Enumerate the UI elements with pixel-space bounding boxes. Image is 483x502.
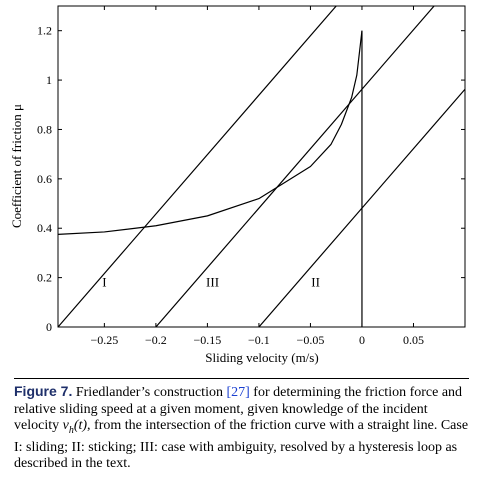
caption-text-2: for determining the friction force and r…	[14, 385, 463, 434]
y-tick-label: 0.8	[37, 122, 52, 136]
y-tick-label: 1	[46, 73, 52, 87]
caption-divider	[14, 378, 469, 379]
series-line-3	[155, 6, 435, 327]
x-tick-label: −0.05	[297, 333, 325, 347]
caption-reference-link[interactable]: [27]	[226, 385, 250, 400]
x-tick-label: 0.05	[403, 333, 424, 347]
caption-text-1: Friedlander’s construction	[72, 385, 227, 400]
y-tick-label: 0.2	[37, 271, 52, 285]
y-tick-label: 0.6	[37, 172, 52, 186]
case-label: III	[206, 275, 219, 290]
caption-math-velocity: vh(t)	[62, 418, 88, 436]
figure-caption: Figure 7. Friedlander’s construction [27…	[14, 383, 473, 473]
series-line-2	[58, 6, 337, 327]
y-tick-label: 0.4	[37, 221, 52, 235]
caption-figure-label: Figure 7.	[14, 383, 73, 399]
y-axis-label: Coefficient of friction μ	[9, 104, 24, 228]
friction-chart: −0.25 −0.2 −0.15 −0.1 −0.05 0 0.05 0 0.2 0.4 0.6 0…	[9, 5, 466, 365]
caption-math-argument: (t)	[73, 418, 88, 434]
x-tick-label: −0.2	[145, 333, 167, 347]
caption-text-3: , from the intersection of the friction …	[14, 418, 469, 472]
x-tick-label: −0.1	[248, 333, 270, 347]
x-tick-label: −0.25	[90, 333, 118, 347]
friction-curve	[58, 30, 363, 235]
plot-frame	[57, 5, 466, 328]
series-line-4	[258, 88, 465, 327]
x-tick-label: 0	[359, 333, 365, 347]
case-label: I	[102, 275, 106, 290]
caption-math-v: v	[62, 418, 69, 434]
case-label: II	[311, 275, 320, 290]
caption-math-subscript: h	[68, 424, 74, 436]
y-tick-label: 1.2	[37, 24, 52, 38]
x-axis-label: Sliding velocity (m/s)	[205, 350, 318, 365]
x-tick-label: −0.15	[194, 333, 222, 347]
y-tick-label: 0	[46, 320, 52, 334]
